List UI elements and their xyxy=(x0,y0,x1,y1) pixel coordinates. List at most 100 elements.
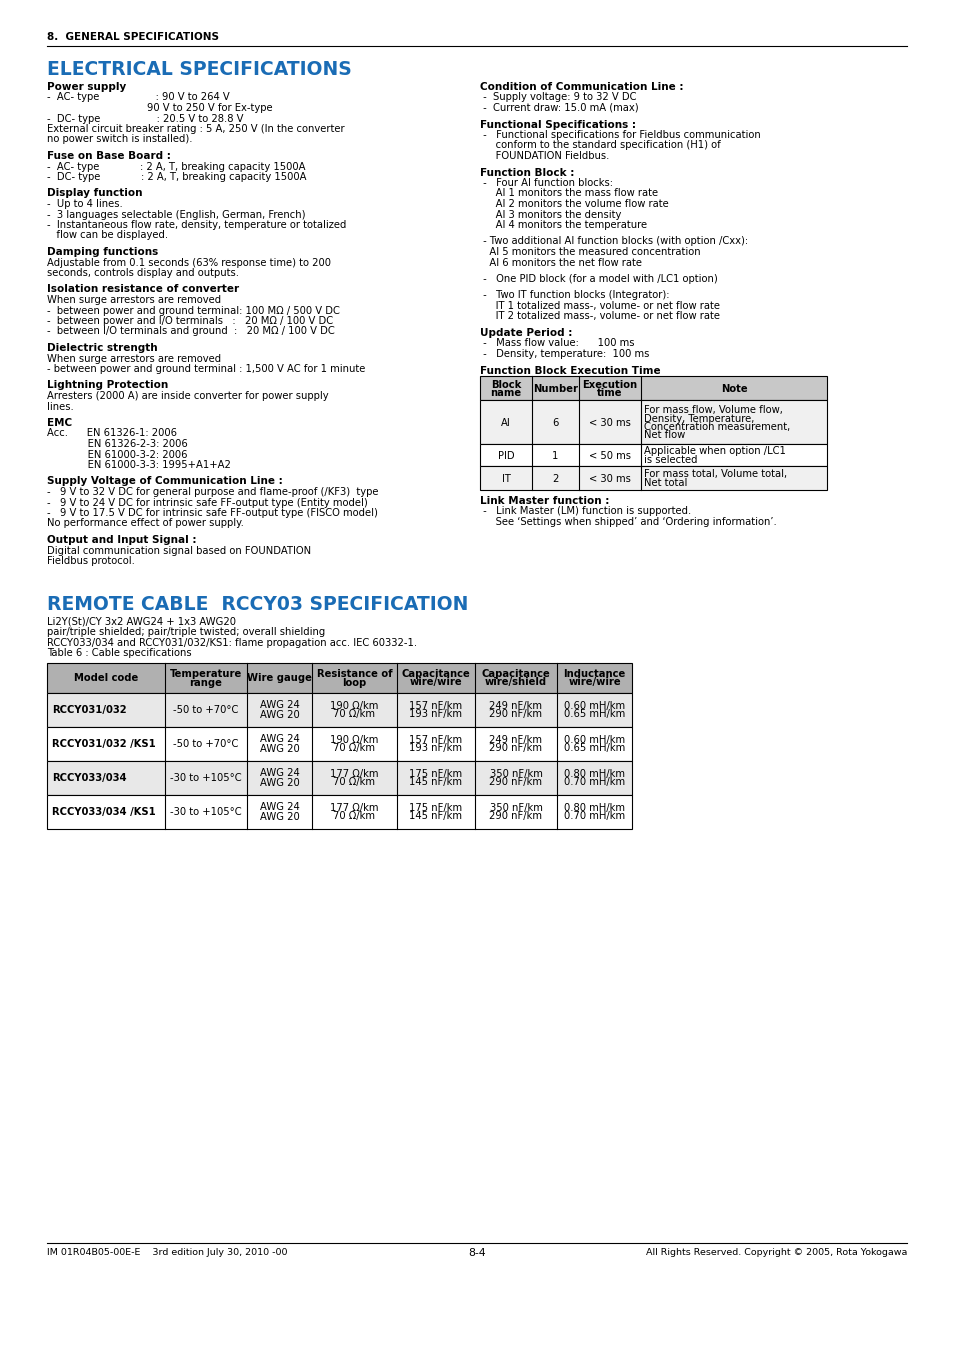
Text: -50 to +70°C: -50 to +70°C xyxy=(173,738,238,749)
Text: Display function: Display function xyxy=(47,189,142,198)
Text: RCCY031/032: RCCY031/032 xyxy=(52,705,127,716)
Text: Function Block Execution Time: Function Block Execution Time xyxy=(479,366,659,375)
Text: - between power and ground terminal : 1,500 V AC for 1 minute: - between power and ground terminal : 1,… xyxy=(47,364,365,374)
Text: -   9 V to 32 V DC for general purpose and flame-proof (/KF3)  type: - 9 V to 32 V DC for general purpose and… xyxy=(47,487,378,497)
Text: AWG 20: AWG 20 xyxy=(259,811,299,822)
Text: FOUNDATION Fieldbus.: FOUNDATION Fieldbus. xyxy=(479,151,609,161)
Text: Fuse on Base Board :: Fuse on Base Board : xyxy=(47,151,171,161)
Text: IT 2 totalized mass-, volume- or net flow rate: IT 2 totalized mass-, volume- or net flo… xyxy=(479,312,720,321)
Text: < 30 ms: < 30 ms xyxy=(588,417,630,428)
Text: IT 1 totalized mass-, volume- or net flow rate: IT 1 totalized mass-, volume- or net flo… xyxy=(479,301,720,310)
Text: 8.  GENERAL SPECIFICATIONS: 8. GENERAL SPECIFICATIONS xyxy=(47,32,219,42)
Text: -   Functional specifications for Fieldbus communication: - Functional specifications for Fieldbus… xyxy=(479,130,760,140)
Bar xyxy=(47,726,631,760)
Text: Damping functions: Damping functions xyxy=(47,247,158,256)
Text: Lightning Protection: Lightning Protection xyxy=(47,381,168,390)
Text: -  Supply voltage: 9 to 32 V DC: - Supply voltage: 9 to 32 V DC xyxy=(479,93,636,103)
Text: Execution: Execution xyxy=(582,379,637,390)
Text: 90 V to 250 V for Ex-type: 90 V to 250 V for Ex-type xyxy=(47,103,273,113)
Text: Update Period :: Update Period : xyxy=(479,328,572,338)
Text: AI 2 monitors the volume flow rate: AI 2 monitors the volume flow rate xyxy=(479,198,668,209)
Text: Supply Voltage of Communication Line :: Supply Voltage of Communication Line : xyxy=(47,477,282,486)
Text: wire/wire: wire/wire xyxy=(409,678,462,687)
Bar xyxy=(47,726,631,760)
Text: 70 Ω/km: 70 Ω/km xyxy=(334,710,375,720)
Text: 1: 1 xyxy=(552,451,558,460)
Bar xyxy=(47,663,631,693)
Text: 0.80 mH/km: 0.80 mH/km xyxy=(563,768,624,779)
Text: 290 nF/km: 290 nF/km xyxy=(489,744,542,753)
Text: Link Master function :: Link Master function : xyxy=(479,495,609,506)
Text: conform to the standard specification (H1) of: conform to the standard specification (H… xyxy=(479,140,720,150)
Text: REMOTE CABLE  RCCY03 SPECIFICATION: REMOTE CABLE RCCY03 SPECIFICATION xyxy=(47,594,468,613)
Text: -   Density, temperature:  100 ms: - Density, temperature: 100 ms xyxy=(479,350,649,359)
Text: Output and Input Signal :: Output and Input Signal : xyxy=(47,535,196,545)
Text: AWG 24: AWG 24 xyxy=(259,701,299,710)
Text: RCCY033/034 /KS1: RCCY033/034 /KS1 xyxy=(52,807,155,817)
Text: RCCY033/034 and RCCY031/032/KS1: flame propagation acc. IEC 60332-1.: RCCY033/034 and RCCY031/032/KS1: flame p… xyxy=(47,637,416,648)
Text: IM 01R04B05-00E-E    3rd edition July 30, 2010 -00: IM 01R04B05-00E-E 3rd edition July 30, 2… xyxy=(47,1247,287,1257)
Text: 70 Ω/km: 70 Ω/km xyxy=(334,778,375,787)
Text: IT: IT xyxy=(501,474,510,483)
Text: -  DC- type             : 2 A, T, breaking capacity 1500A: - DC- type : 2 A, T, breaking capacity 1… xyxy=(47,171,306,182)
Text: flow can be displayed.: flow can be displayed. xyxy=(47,231,168,240)
Bar xyxy=(47,760,631,795)
Bar xyxy=(47,693,631,726)
Text: -   Link Master (LM) function is supported.: - Link Master (LM) function is supported… xyxy=(479,506,691,517)
Text: EN 61000-3-3: 1995+A1+A2: EN 61000-3-3: 1995+A1+A2 xyxy=(47,460,231,470)
Text: Temperature: Temperature xyxy=(170,670,242,679)
Text: 175 nF/km: 175 nF/km xyxy=(409,802,462,813)
Text: AI 6 monitors the net flow rate: AI 6 monitors the net flow rate xyxy=(479,258,641,267)
Text: For mass flow, Volume flow,: For mass flow, Volume flow, xyxy=(643,405,782,414)
Text: Isolation resistance of converter: Isolation resistance of converter xyxy=(47,285,239,294)
Text: 249 nF/km: 249 nF/km xyxy=(489,734,542,744)
Text: Table 6 : Cable specifications: Table 6 : Cable specifications xyxy=(47,648,192,657)
Bar xyxy=(47,693,631,726)
Text: Condition of Communication Line :: Condition of Communication Line : xyxy=(479,82,682,92)
Text: -  Up to 4 lines.: - Up to 4 lines. xyxy=(47,198,123,209)
Text: AWG 20: AWG 20 xyxy=(259,744,299,753)
Text: AWG 24: AWG 24 xyxy=(259,734,299,744)
Text: 290 nF/km: 290 nF/km xyxy=(489,811,542,822)
Text: Density, Temperature,: Density, Temperature, xyxy=(643,413,754,424)
Bar xyxy=(47,795,631,829)
Text: -  3 languages selectable (English, German, French): - 3 languages selectable (English, Germa… xyxy=(47,209,305,220)
Text: 290 nF/km: 290 nF/km xyxy=(489,710,542,720)
Text: no power switch is installed).: no power switch is installed). xyxy=(47,135,193,144)
Bar xyxy=(479,444,826,466)
Text: Capacitance: Capacitance xyxy=(481,670,550,679)
Text: 0.65 mH/km: 0.65 mH/km xyxy=(563,710,624,720)
Text: 157 nF/km: 157 nF/km xyxy=(409,701,462,710)
Bar xyxy=(479,466,826,490)
Text: Inductance: Inductance xyxy=(563,670,625,679)
Text: AWG 20: AWG 20 xyxy=(259,710,299,720)
Text: 350 nF/km: 350 nF/km xyxy=(489,802,542,813)
Bar xyxy=(479,444,826,466)
Text: 0.65 mH/km: 0.65 mH/km xyxy=(563,744,624,753)
Text: -  Instantaneous flow rate, density, temperature or totalized: - Instantaneous flow rate, density, temp… xyxy=(47,220,346,230)
Text: Power supply: Power supply xyxy=(47,82,126,92)
Text: 177 Ω/km: 177 Ω/km xyxy=(330,802,378,813)
Bar xyxy=(479,377,826,400)
Text: time: time xyxy=(597,387,622,398)
Text: 177 Ω/km: 177 Ω/km xyxy=(330,768,378,779)
Text: -  DC- type                  : 20.5 V to 28.8 V: - DC- type : 20.5 V to 28.8 V xyxy=(47,113,243,123)
Text: AI: AI xyxy=(500,417,511,428)
Text: -   Four AI function blocks:: - Four AI function blocks: xyxy=(479,178,613,188)
Text: -  Current draw: 15.0 mA (max): - Current draw: 15.0 mA (max) xyxy=(479,103,638,113)
Text: pair/triple shielded; pair/triple twisted; overall shielding: pair/triple shielded; pair/triple twiste… xyxy=(47,626,325,637)
Text: -30 to +105°C: -30 to +105°C xyxy=(170,774,241,783)
Text: name: name xyxy=(490,387,521,398)
Text: Digital communication signal based on FOUNDATION: Digital communication signal based on FO… xyxy=(47,545,311,555)
Text: 190 Ω/km: 190 Ω/km xyxy=(330,734,378,744)
Text: RCCY033/034: RCCY033/034 xyxy=(52,774,127,783)
Text: Arresters (2000 A) are inside converter for power supply: Arresters (2000 A) are inside converter … xyxy=(47,392,328,401)
Text: When surge arrestors are removed: When surge arrestors are removed xyxy=(47,354,221,363)
Text: Net flow: Net flow xyxy=(643,431,684,440)
Text: Block: Block xyxy=(490,379,520,390)
Text: Acc.      EN 61326-1: 2006: Acc. EN 61326-1: 2006 xyxy=(47,428,177,439)
Bar xyxy=(479,400,826,444)
Text: -30 to +105°C: -30 to +105°C xyxy=(170,807,241,817)
Text: 6: 6 xyxy=(552,417,558,428)
Text: -   One PID block (for a model with /LC1 option): - One PID block (for a model with /LC1 o… xyxy=(479,274,717,284)
